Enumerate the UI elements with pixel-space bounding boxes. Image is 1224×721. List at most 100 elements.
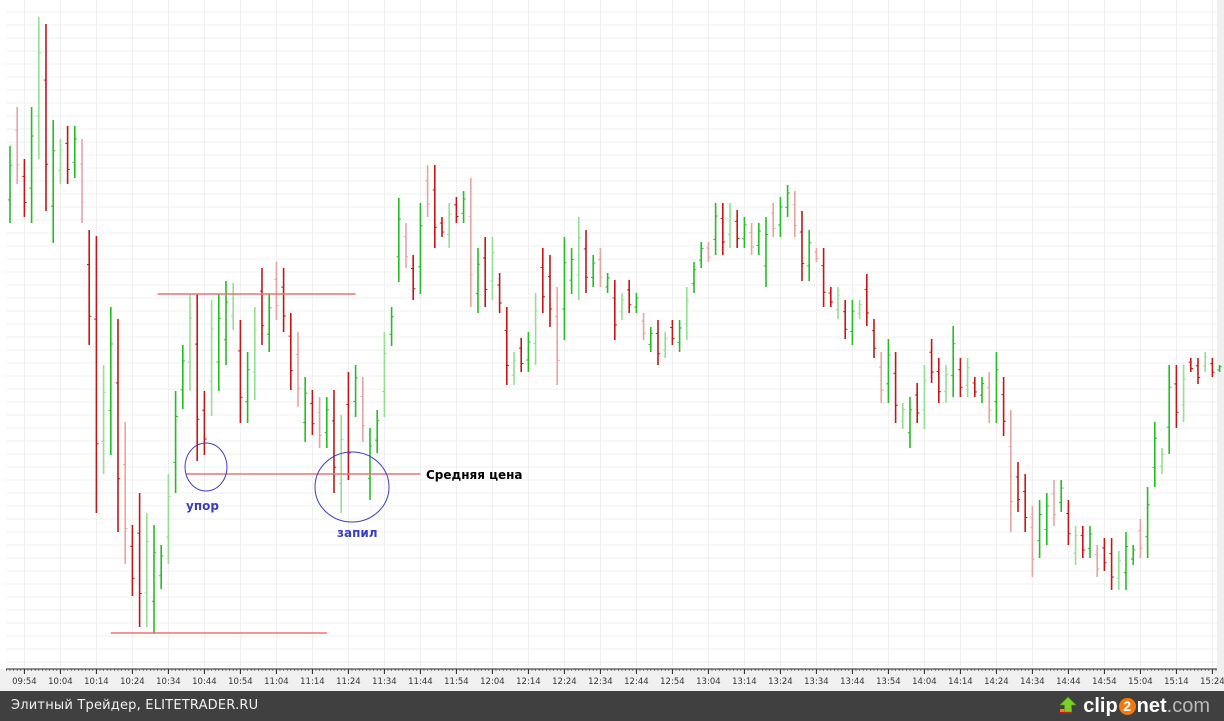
ohlc-bar bbox=[1023, 474, 1028, 532]
ohlc-bar bbox=[915, 383, 920, 423]
ohlc-bar bbox=[483, 237, 488, 307]
price-bars bbox=[7, 17, 1222, 634]
x-tick-label: 10:14 bbox=[84, 677, 109, 687]
sawing-circle bbox=[314, 451, 390, 523]
ohlc-bar bbox=[1066, 500, 1071, 545]
ohlc-chart: Средняя цена упор запил 09:54 10:04 10:14 1… bbox=[0, 0, 1224, 691]
x-axis-background bbox=[0, 669, 1217, 691]
ohlc-bar bbox=[101, 365, 106, 474]
ohlc-bar bbox=[1217, 365, 1222, 372]
ohlc-bar bbox=[29, 107, 34, 223]
ohlc-bar bbox=[144, 513, 149, 627]
ohlc-bar bbox=[699, 242, 704, 268]
x-tick-label: 11:04 bbox=[264, 677, 289, 687]
ohlc-bar bbox=[1210, 358, 1215, 377]
ohlc-bar bbox=[418, 203, 423, 294]
ohlc-bar bbox=[720, 203, 725, 255]
ohlc-bar bbox=[987, 372, 992, 423]
ohlc-bar bbox=[922, 365, 927, 429]
ohlc-bar bbox=[331, 390, 337, 493]
ohlc-bar bbox=[843, 300, 848, 339]
ohlc-bar bbox=[497, 273, 502, 313]
x-axis: 09:54 10:04 10:14 10:24 10:34 10:44 10:54 11:04… bbox=[6, 668, 1224, 687]
ohlc-bar bbox=[1188, 358, 1193, 372]
x-tick-label: 13:34 bbox=[804, 677, 829, 687]
ohlc-bar bbox=[864, 274, 869, 326]
ohlc-bar bbox=[281, 268, 286, 332]
ohlc-bar bbox=[511, 352, 517, 385]
ohlc-bar bbox=[195, 294, 200, 461]
ohlc-bar bbox=[562, 237, 567, 340]
ohlc-bar bbox=[94, 236, 99, 513]
clip2net-logo[interactable]: clip 2 net .com bbox=[1058, 695, 1210, 717]
ohlc-bar bbox=[677, 320, 682, 352]
ohlc-bar bbox=[173, 391, 178, 493]
ohlc-bar bbox=[22, 159, 27, 217]
ohlc-bar bbox=[951, 326, 956, 397]
ohlc-bar bbox=[65, 126, 70, 184]
x-tick-label: 15:24 bbox=[1200, 677, 1224, 687]
ohlc-bar bbox=[259, 268, 265, 345]
x-tick-label: 09:54 bbox=[12, 677, 37, 687]
x-tick-label: 10:54 bbox=[228, 677, 253, 687]
ohlc-bar bbox=[274, 262, 279, 320]
ohlc-bar bbox=[475, 248, 481, 313]
ohlc-bar bbox=[807, 230, 812, 281]
ohlc-bar bbox=[526, 332, 531, 372]
ohlc-bar bbox=[634, 293, 639, 313]
ohlc-bar bbox=[1044, 493, 1049, 545]
ohlc-bar bbox=[612, 280, 617, 340]
annotations: Средняя цена упор запил bbox=[110, 293, 523, 634]
ohlc-bar bbox=[655, 320, 661, 365]
ohlc-bar bbox=[403, 223, 409, 268]
ohlc-bar bbox=[749, 223, 754, 255]
x-tick-label: 10:04 bbox=[48, 677, 73, 687]
ohlc-bar bbox=[310, 390, 315, 435]
logo-text-2: 2 bbox=[1118, 697, 1136, 715]
ohlc-bar bbox=[123, 422, 128, 564]
average-price-label: Средняя цена bbox=[426, 468, 523, 482]
footer-source-text: Элитный Трейдер, ELITETRADER.RU bbox=[11, 698, 259, 713]
x-tick-label: 14:24 bbox=[984, 677, 1009, 687]
ohlc-bar bbox=[216, 294, 221, 391]
ohlc-bar bbox=[569, 248, 574, 294]
ohlc-bar bbox=[627, 280, 632, 313]
ohlc-bar bbox=[159, 545, 164, 589]
ohlc-bar bbox=[151, 525, 157, 634]
x-tick-label: 12:24 bbox=[552, 677, 577, 687]
ohlc-bar bbox=[821, 248, 826, 307]
x-tick-label: 12:04 bbox=[480, 677, 505, 687]
ohlc-bar bbox=[828, 287, 833, 307]
ohlc-bar bbox=[324, 397, 329, 448]
ohlc-bar bbox=[727, 203, 733, 248]
ohlc-bar bbox=[533, 293, 538, 365]
ohlc-bar bbox=[648, 327, 653, 352]
sawing-label: запил bbox=[337, 526, 378, 540]
ohlc-bar bbox=[958, 358, 963, 397]
ohlc-bar bbox=[936, 358, 941, 403]
ohlc-bar bbox=[706, 242, 711, 262]
ohlc-bar bbox=[1001, 377, 1006, 436]
ohlc-bar bbox=[396, 198, 401, 282]
x-tick-label: 14:34 bbox=[1020, 677, 1045, 687]
ohlc-bar bbox=[735, 210, 740, 248]
ohlc-bar bbox=[1080, 526, 1085, 558]
x-tick-label: 14:54 bbox=[1092, 677, 1117, 687]
ohlc-bar bbox=[994, 352, 999, 423]
right-margin-strip bbox=[1217, 0, 1224, 691]
ohlc-bar bbox=[425, 165, 430, 217]
ohlc-bar bbox=[742, 217, 747, 248]
x-tick-label: 10:24 bbox=[120, 677, 145, 687]
ohlc-bar bbox=[1116, 551, 1121, 590]
ohlc-bar bbox=[641, 313, 646, 340]
x-tick-label: 11:24 bbox=[336, 677, 361, 687]
ohlc-bar bbox=[756, 223, 761, 255]
ohlc-bar bbox=[87, 230, 92, 345]
ohlc-bar bbox=[375, 410, 380, 453]
ohlc-bar bbox=[137, 493, 142, 627]
ohlc-bar bbox=[1203, 352, 1208, 372]
logo-text-com: .com bbox=[1166, 694, 1210, 717]
x-tick-label: 15:14 bbox=[1164, 677, 1189, 687]
ohlc-bar bbox=[663, 332, 668, 358]
ohlc-bar bbox=[7, 146, 13, 223]
